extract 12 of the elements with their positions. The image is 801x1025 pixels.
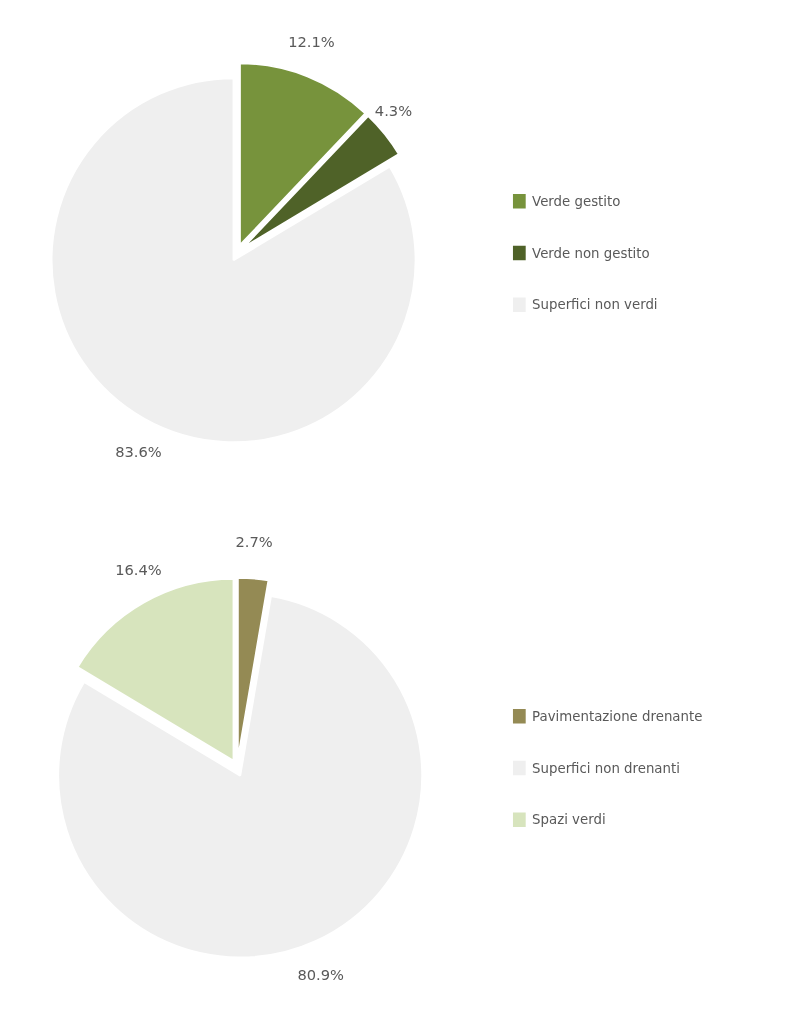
legend-label: Superfici non verdi bbox=[532, 297, 658, 313]
legend-label: Spazi verdi bbox=[532, 812, 606, 828]
data-label: 80.9% bbox=[297, 966, 345, 984]
legend-label: Pavimentazione drenante bbox=[532, 708, 703, 724]
legend-label: Verde non gestito bbox=[532, 245, 650, 261]
legend-label: Verde gestito bbox=[532, 193, 621, 209]
data-label: 83.6% bbox=[115, 442, 162, 460]
data-label: 16.4% bbox=[115, 561, 162, 579]
data-label: 4.3% bbox=[374, 102, 413, 120]
legend-label: Superfici non drenanti bbox=[532, 760, 680, 776]
data-label: 2.7% bbox=[235, 532, 273, 550]
data-label: 12.1% bbox=[288, 33, 335, 51]
